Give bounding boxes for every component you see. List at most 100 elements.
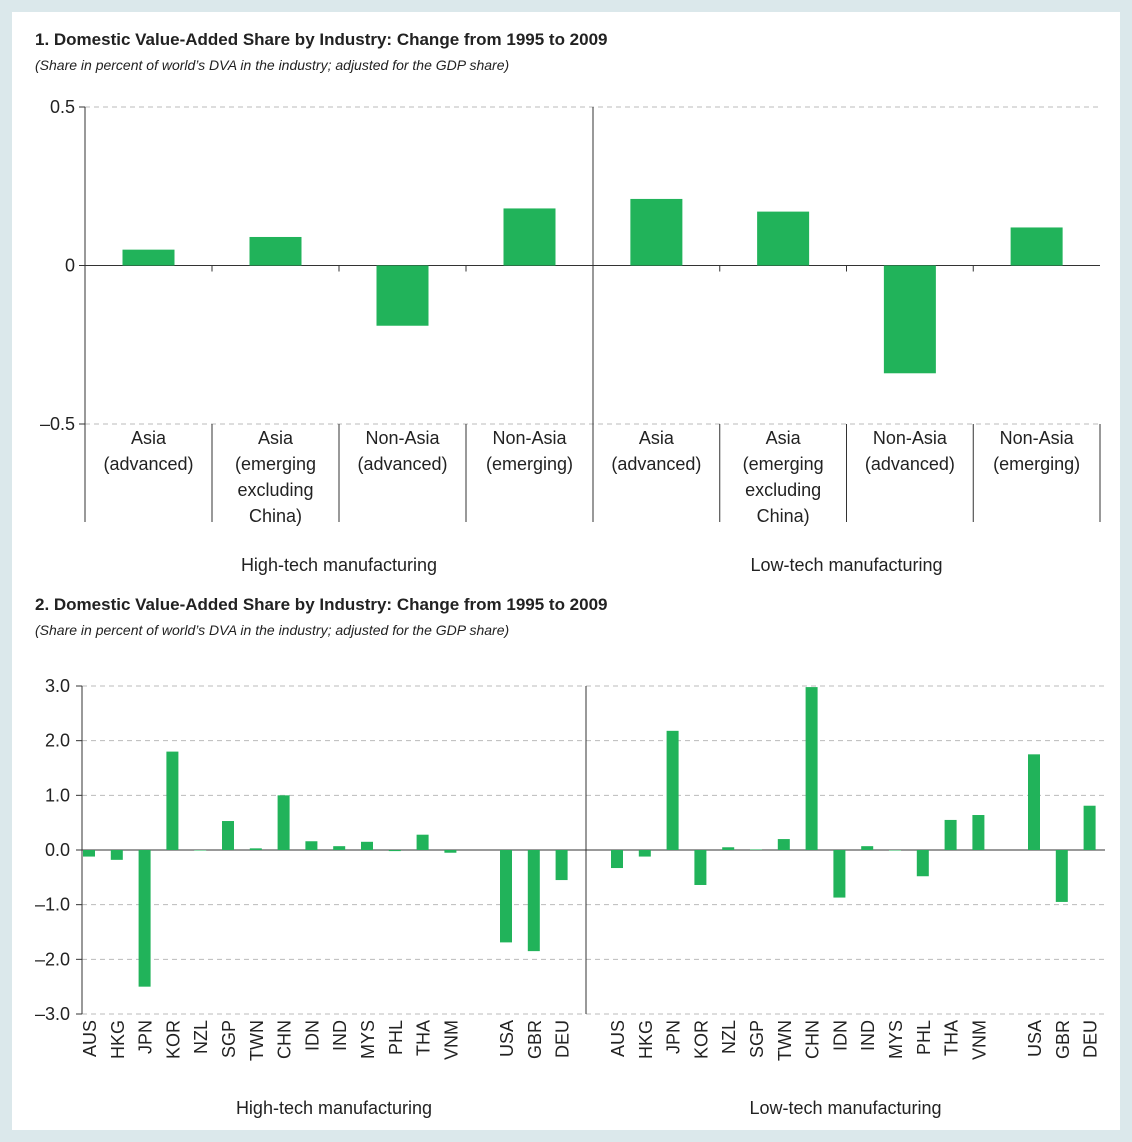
bar — [83, 850, 95, 857]
y-tick-label: 1.0 — [45, 785, 70, 805]
x-tick-label: USA — [497, 1020, 517, 1057]
y-tick-label: –3.0 — [35, 1004, 70, 1024]
bar — [361, 841, 373, 850]
y-tick-label: 0 — [65, 256, 75, 276]
group-label: High-tech manufacturing — [241, 555, 437, 575]
x-tick-label: THA — [942, 1020, 962, 1056]
y-tick-label: 0.0 — [45, 840, 70, 860]
bar — [972, 815, 985, 850]
x-tick-label: NZL — [191, 1020, 211, 1054]
x-tick-label: HKG — [636, 1020, 656, 1059]
bar — [638, 850, 651, 857]
x-tick-label: TWN — [247, 1020, 267, 1061]
bar — [500, 850, 512, 943]
x-tick-label: USA — [1025, 1020, 1045, 1057]
chart-subtitle: (Share in percent of world’s DVA in the … — [35, 57, 509, 73]
x-tick-label: HKG — [108, 1020, 128, 1059]
x-tick-label: AUS — [80, 1020, 100, 1057]
x-tick-label: AUS — [608, 1020, 628, 1057]
bar — [222, 821, 234, 850]
bar — [694, 850, 707, 885]
x-tick-label: IDN — [302, 1020, 322, 1051]
x-tick-label: TWN — [775, 1020, 795, 1061]
group-label: High-tech manufacturing — [236, 1098, 432, 1118]
x-tick-label: PHL — [386, 1020, 406, 1055]
x-tick-label: Non-Asia (emerging) — [993, 428, 1081, 474]
x-tick-label: THA — [414, 1020, 434, 1056]
x-tick-label: IND — [858, 1020, 878, 1051]
group-label: Low-tech manufacturing — [750, 555, 942, 575]
y-tick-label: –1.0 — [35, 895, 70, 915]
bar — [527, 850, 540, 952]
bar — [833, 850, 846, 898]
bar — [1010, 227, 1063, 266]
x-tick-label: Asia (emerging excluding China) — [742, 428, 824, 526]
bar — [555, 850, 568, 881]
bar — [916, 850, 929, 877]
bar — [805, 687, 818, 850]
bar — [166, 751, 179, 850]
x-tick-label: JPN — [136, 1020, 156, 1054]
bar — [277, 795, 290, 850]
x-tick-label: PHL — [914, 1020, 934, 1055]
x-tick-label: VNM — [441, 1020, 461, 1060]
bar — [630, 198, 683, 266]
x-tick-label: IND — [330, 1020, 350, 1051]
bar — [305, 841, 318, 850]
x-tick-label: KOR — [163, 1020, 183, 1059]
x-tick-label: Asia (advanced) — [611, 428, 702, 474]
y-tick-label: –0.5 — [40, 414, 75, 434]
bar — [750, 849, 762, 850]
bar — [611, 850, 623, 869]
bar — [376, 265, 429, 326]
bar — [194, 850, 207, 851]
bar — [757, 211, 810, 266]
y-tick-label: –2.0 — [35, 949, 70, 969]
x-tick-label: CHN — [803, 1020, 823, 1059]
chart-title: 2. Domestic Value-Added Share by Industr… — [35, 595, 608, 614]
panel — [12, 12, 1120, 1130]
y-tick-label: 2.0 — [45, 731, 70, 751]
bar — [1028, 754, 1040, 850]
x-tick-label: KOR — [691, 1020, 711, 1059]
bar — [944, 819, 957, 850]
bar — [333, 846, 346, 850]
bar — [666, 730, 679, 850]
chart-subtitle: (Share in percent of world’s DVA in the … — [35, 622, 509, 638]
y-tick-label: 0.5 — [50, 97, 75, 117]
bar — [388, 850, 401, 852]
bar — [249, 236, 302, 266]
x-tick-label: Asia (advanced) — [103, 428, 194, 474]
bar — [883, 265, 936, 374]
bar — [722, 847, 735, 850]
bar — [249, 848, 262, 850]
x-tick-label: VNM — [969, 1020, 989, 1060]
x-tick-label: IDN — [830, 1020, 850, 1051]
x-tick-label: Non-Asia (advanced) — [864, 428, 955, 474]
x-tick-label: MYS — [358, 1020, 378, 1059]
x-tick-label: DEU — [553, 1020, 573, 1058]
chart-title: 1. Domestic Value-Added Share by Industr… — [35, 30, 608, 49]
x-tick-label: GBR — [1053, 1020, 1073, 1059]
x-tick-label: Non-Asia (emerging) — [485, 428, 574, 474]
bar — [110, 850, 123, 860]
x-tick-label: Asia (emerging excluding China) — [234, 428, 317, 526]
x-tick-label: DEU — [1081, 1020, 1101, 1058]
bar — [122, 249, 175, 266]
x-tick-label: SGP — [747, 1020, 767, 1058]
x-tick-label: NZL — [719, 1020, 739, 1054]
x-tick-label: JPN — [664, 1020, 684, 1054]
group-label: Low-tech manufacturing — [749, 1098, 941, 1118]
bar — [503, 208, 556, 266]
x-tick-label: CHN — [275, 1020, 295, 1059]
y-tick-label: 3.0 — [45, 676, 70, 696]
bar — [1083, 805, 1096, 850]
bar — [889, 850, 901, 851]
bar — [1055, 850, 1068, 902]
bar — [138, 850, 151, 987]
x-tick-label: Non-Asia (advanced) — [357, 428, 448, 474]
x-tick-label: GBR — [525, 1020, 545, 1059]
bar — [861, 846, 874, 850]
